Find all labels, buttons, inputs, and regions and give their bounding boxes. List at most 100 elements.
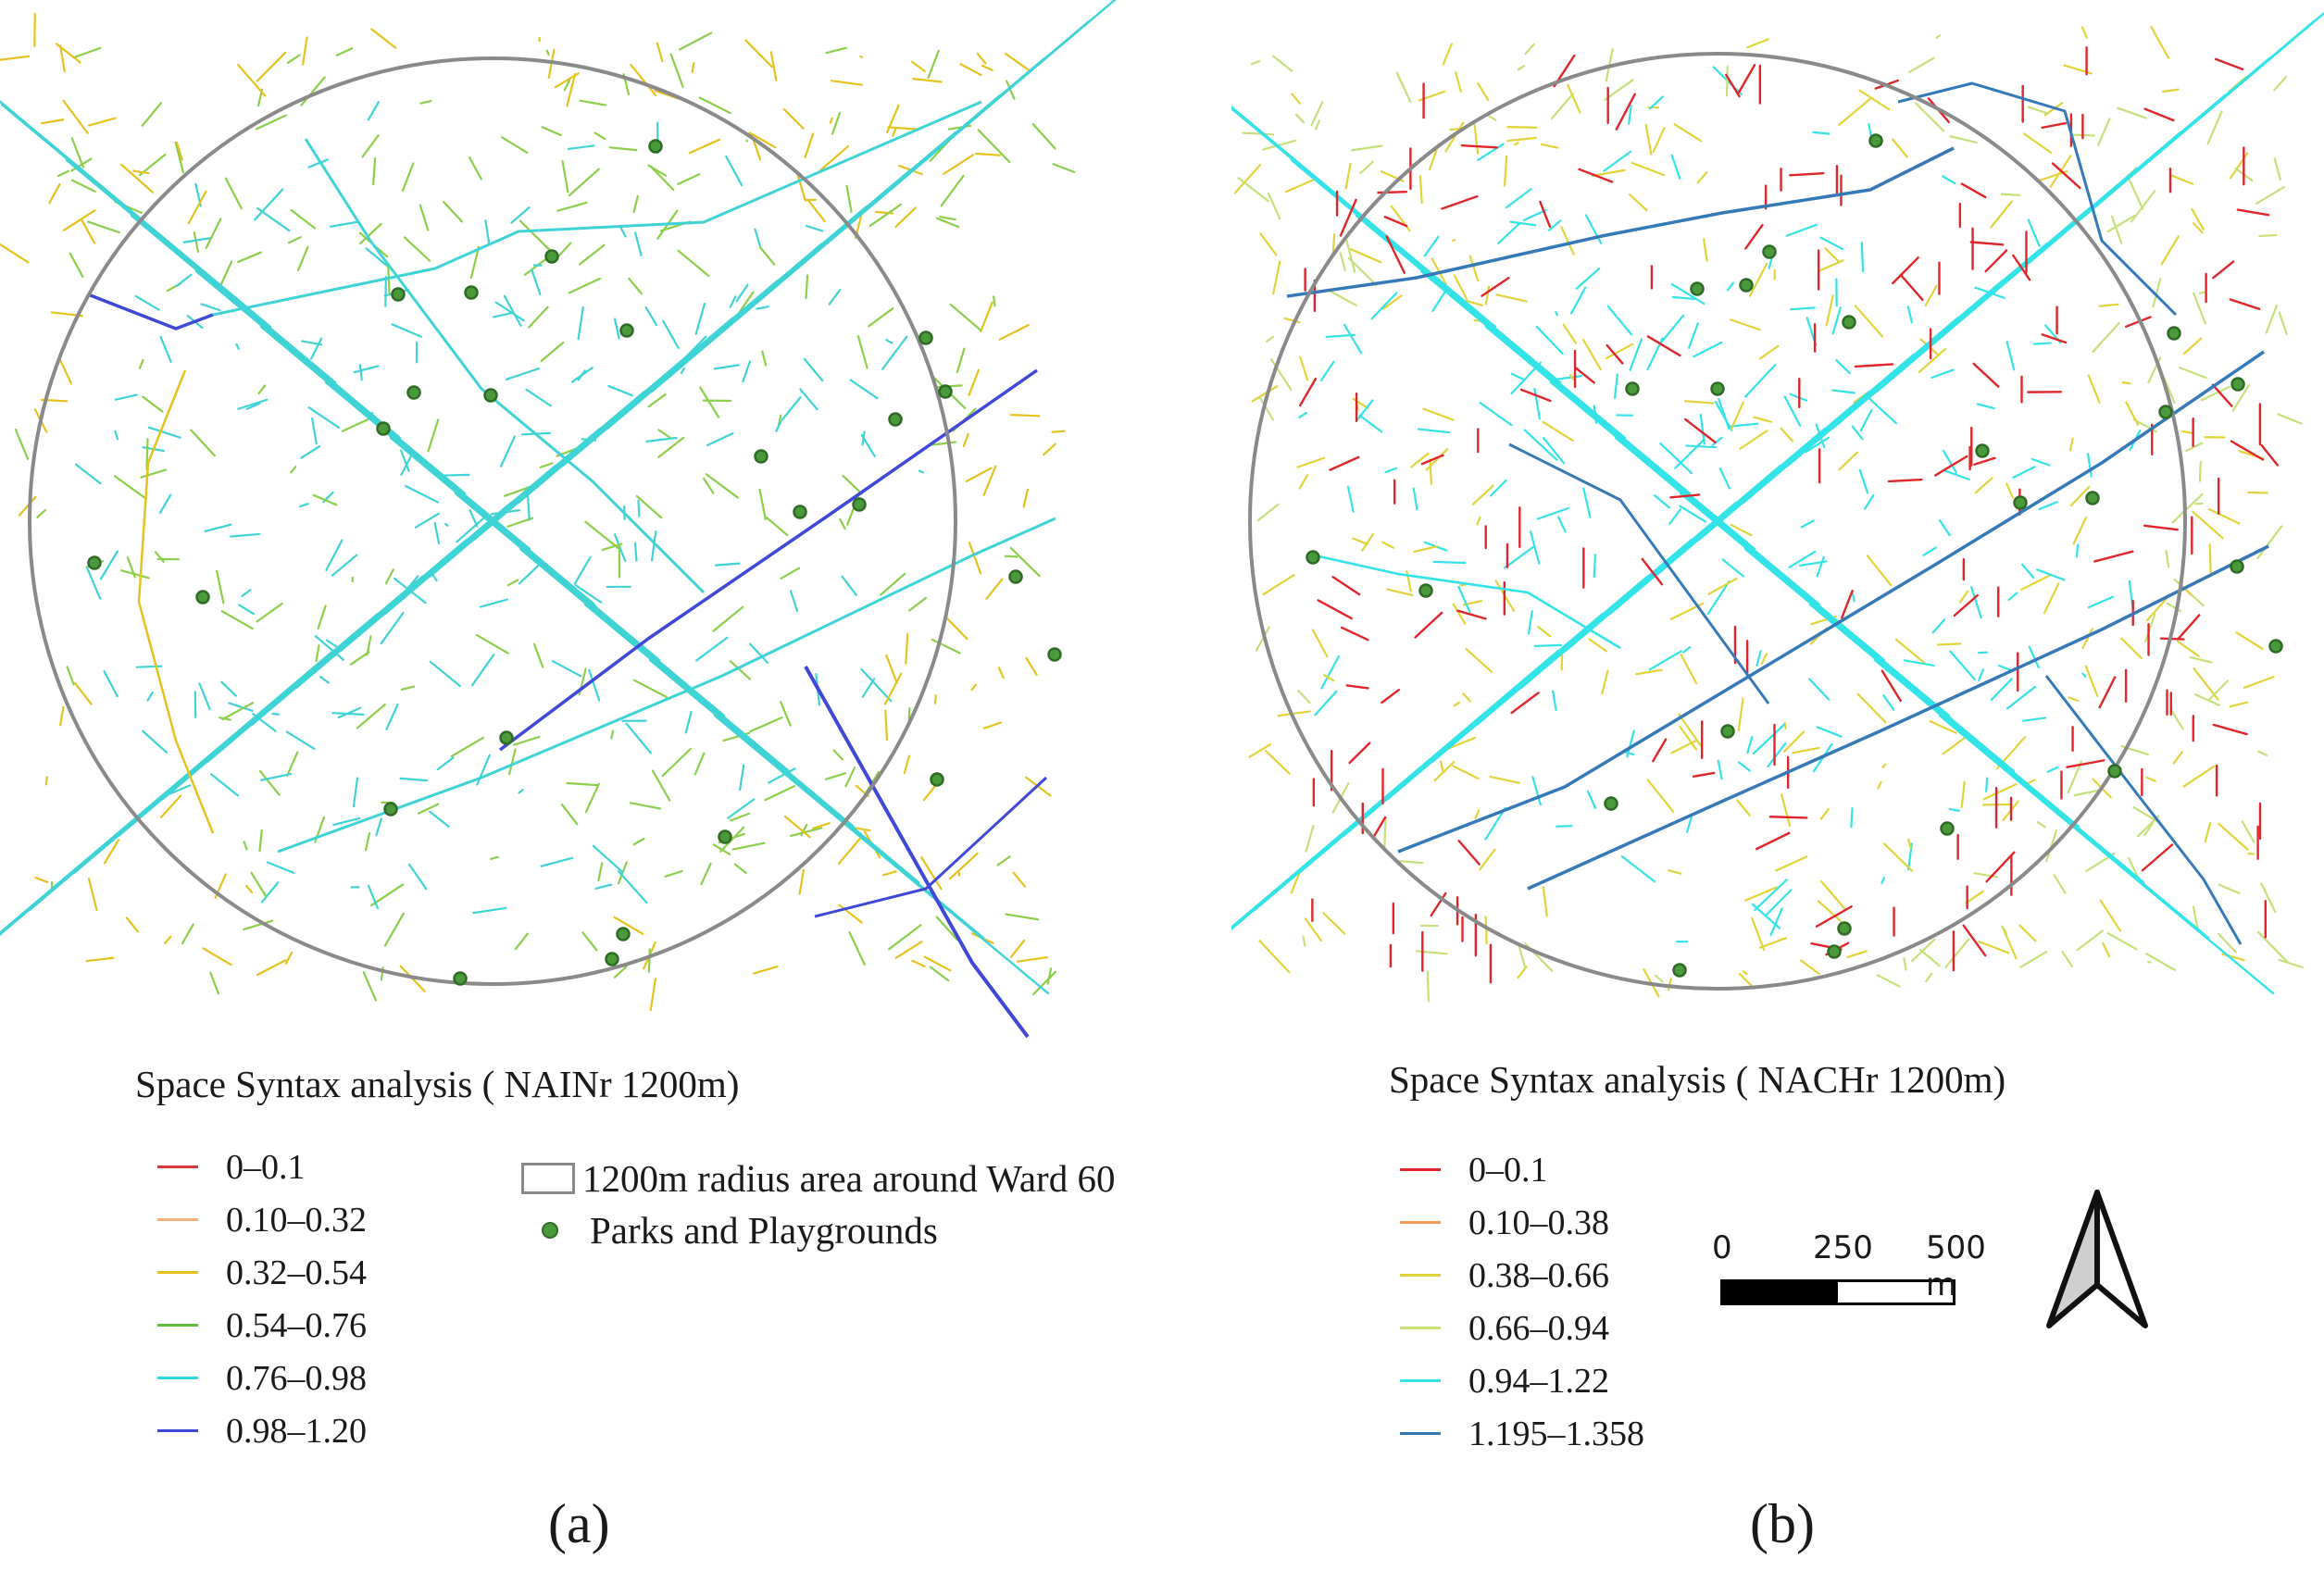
street-segment [551, 660, 582, 678]
ward-legend-item: 1200m radius area around Ward 60 [521, 1153, 1115, 1204]
street-segment [2260, 882, 2277, 914]
street-segment [142, 729, 169, 754]
street-segment [175, 273, 193, 287]
street-segment [1880, 669, 1902, 703]
legend-item: 0.98–1.20 [157, 1404, 367, 1457]
street-segment [1948, 807, 1960, 812]
street-segment [894, 941, 923, 959]
street-segment [250, 871, 268, 897]
street-segment [531, 268, 542, 296]
street-segment [1943, 469, 1970, 480]
street-segment [0, 575, 424, 936]
street-segment [260, 772, 293, 781]
street-segment [1866, 555, 1893, 587]
street-segment [1505, 188, 1532, 209]
street-segment [1717, 759, 1723, 780]
street-segment [271, 712, 280, 716]
street-segment [644, 305, 658, 327]
street-segment [817, 145, 850, 174]
street-segment [1519, 388, 1552, 403]
street-segment [237, 604, 255, 616]
street-segment [364, 831, 371, 852]
legend-item: 0–0.1 [1400, 1143, 1644, 1196]
street-segment [405, 484, 440, 504]
street-segment [2038, 501, 2058, 511]
street-segment [568, 277, 601, 294]
street-segment [993, 295, 996, 307]
park-marker [1047, 647, 1062, 662]
street-segment [1768, 256, 1773, 270]
street-segment [1653, 494, 1671, 509]
street-segment [677, 249, 710, 277]
park-marker [1837, 921, 1852, 936]
street-segment [311, 417, 318, 445]
street-segment [579, 99, 607, 106]
street-segment [1510, 372, 1525, 381]
street-segment [2277, 413, 2303, 425]
street-segment [187, 190, 207, 225]
street-segment [1465, 647, 1493, 673]
street-segment [1815, 905, 1853, 928]
street-segment [2019, 951, 2048, 968]
street-segment [1933, 455, 1968, 477]
street-segment [436, 756, 455, 771]
street-segment [1765, 889, 1793, 916]
street-segment [933, 694, 937, 704]
street-segment [380, 611, 405, 645]
legend-item: 0.10–0.32 [157, 1193, 367, 1246]
street-segment [860, 433, 876, 457]
street-segment [34, 877, 49, 884]
street-segment [140, 468, 168, 479]
street-segment [1584, 214, 1603, 244]
street-segment [1978, 940, 2010, 954]
street-segment [1924, 284, 1938, 307]
street-segment [391, 323, 422, 338]
street-segment [1485, 113, 1497, 121]
street-segment [1744, 223, 1764, 250]
street-segment [1481, 277, 1510, 297]
scale-label-500: 500 m [1926, 1229, 1986, 1303]
park-marker [793, 505, 807, 519]
street-segment [2093, 550, 2134, 563]
street-segment [1667, 978, 1672, 991]
park-marker [2230, 377, 2245, 392]
street-segment [141, 102, 163, 127]
park-marker [1720, 724, 1735, 739]
street-segment [259, 325, 596, 606]
street-segment [1725, 73, 1741, 98]
street-segment [1846, 950, 1868, 958]
street-segment [1990, 200, 2013, 229]
street-segment [2159, 637, 2185, 641]
park-marker [718, 829, 732, 844]
street-segment [62, 99, 89, 134]
street-segment [1005, 913, 1040, 921]
street-segment [1783, 721, 1787, 730]
street-segment [221, 702, 255, 721]
street-segment [628, 277, 643, 295]
legend-swatch [1400, 1168, 1441, 1171]
street-segment [476, 754, 491, 786]
street-segment [1930, 368, 1955, 380]
street-segment [1372, 816, 1387, 839]
street-segment [1629, 338, 1643, 371]
street-segment [2189, 655, 2213, 664]
street-segment [1314, 119, 1321, 131]
street-segment [1578, 168, 1614, 183]
street-segment [1355, 214, 1692, 495]
park-dot-icon [542, 1222, 558, 1239]
street-segment [1953, 593, 1979, 617]
street-segment [748, 131, 777, 149]
street-segment [194, 269, 531, 551]
street-segment [245, 402, 261, 410]
street-segment [573, 555, 592, 585]
street-segment [1531, 776, 1542, 806]
street-segment [266, 861, 295, 874]
park-marker [605, 952, 619, 966]
street-segment [1479, 401, 1513, 427]
street-segment [1290, 869, 1302, 894]
street-segment [66, 666, 75, 686]
street-segment [1298, 474, 1309, 490]
street-segment [2182, 337, 2203, 355]
street-segment [1854, 305, 1884, 338]
street-segment [2207, 679, 2230, 701]
